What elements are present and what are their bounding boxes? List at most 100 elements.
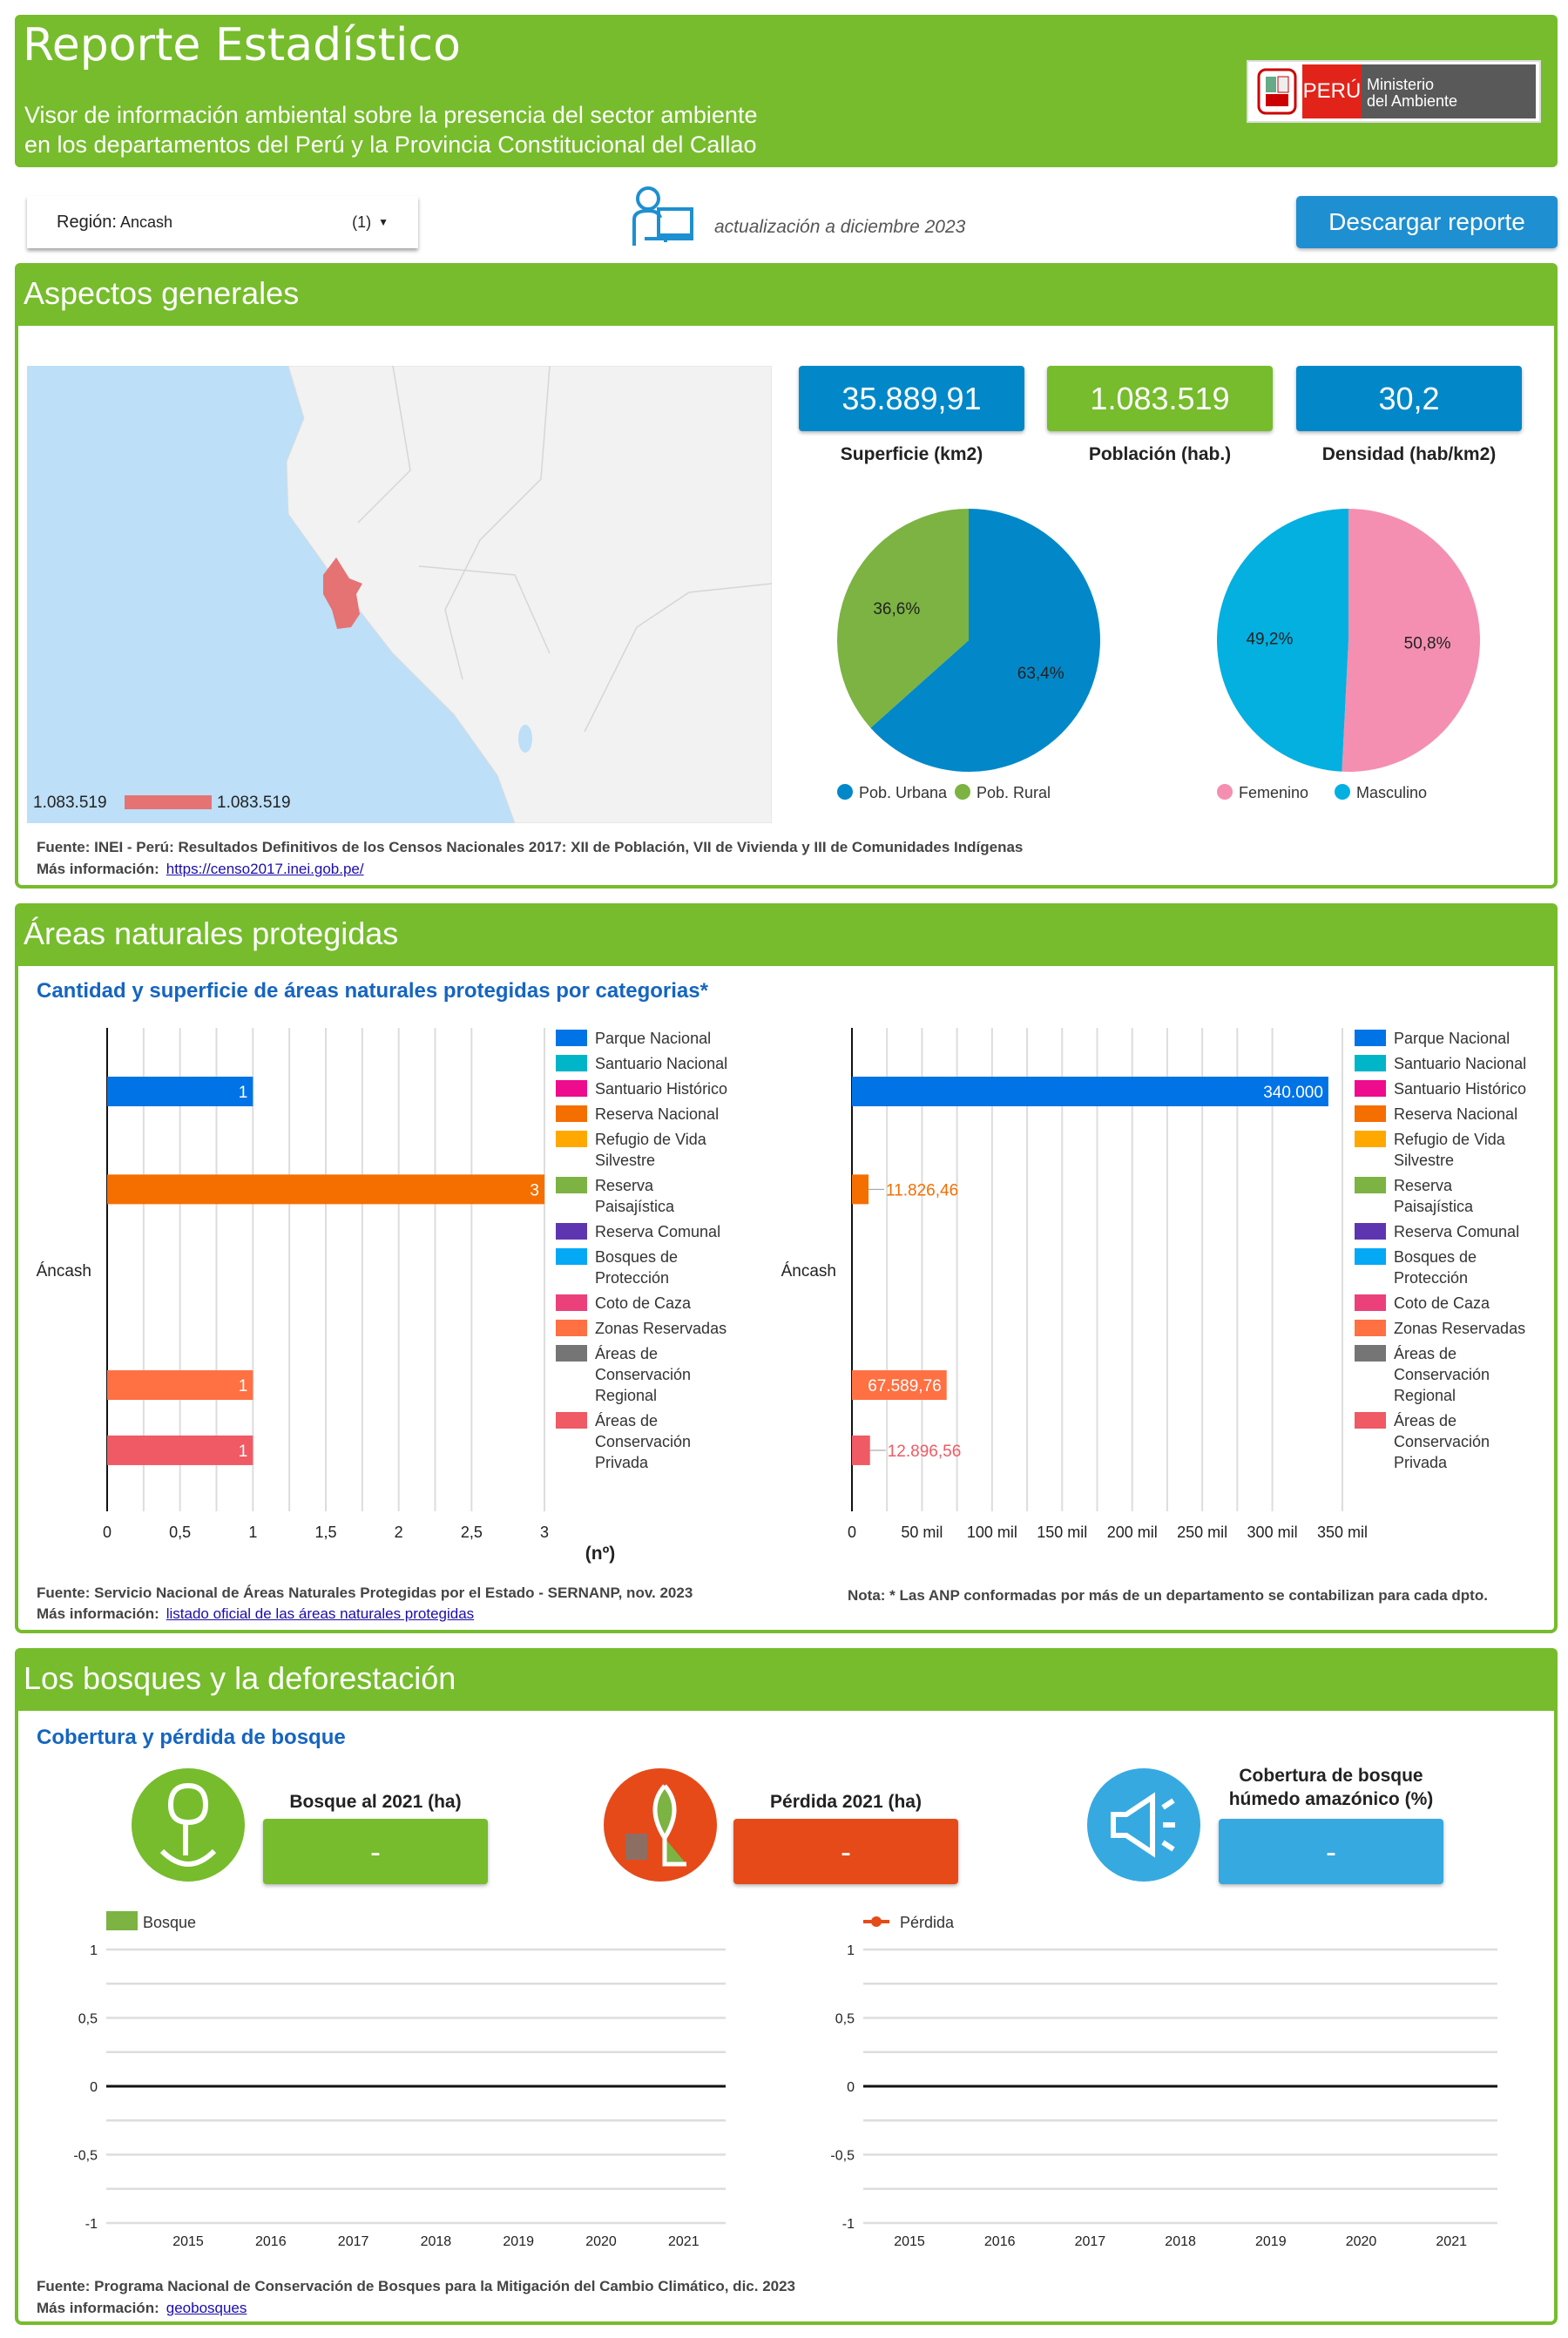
x-tick-label: 3 — [540, 1524, 549, 1541]
legend-label: Pob. Rural — [977, 784, 1051, 801]
legend-swatch — [556, 1320, 587, 1336]
legend-swatch — [1355, 1177, 1386, 1193]
x-tick-label: 250 mil — [1177, 1524, 1227, 1541]
x-tick-label: 50 mil — [901, 1524, 943, 1541]
chevron-down-icon: ▼ — [378, 216, 389, 228]
x-tick-label: 2015 — [172, 2234, 204, 2249]
x-tick-label: 2017 — [1075, 2234, 1106, 2249]
bar — [107, 1174, 544, 1205]
y-tick-label: 0 — [90, 2080, 98, 2095]
legend-dot — [837, 784, 853, 800]
logo-ministry: Ministerio del Ambiente — [1362, 64, 1536, 118]
general-section-title: Aspectos generales — [15, 263, 1558, 326]
region-map[interactable]: 1.083.519 1.083.519 — [27, 366, 772, 823]
legend-swatch — [1355, 1105, 1386, 1122]
forest-loss-chart: 1 0,5 0 -0,5 -1 2015 2016 2017 2018 2019 2020 2021 P… — [830, 1914, 1497, 2249]
legend-item: Reserva Nacional — [1355, 1104, 1533, 1125]
ancash-region[interactable] — [323, 557, 362, 629]
x-tick-label: 2,5 — [461, 1524, 483, 1541]
legend-item: Reserva Paisajística — [1355, 1175, 1533, 1217]
deforestation-icon — [604, 1768, 717, 1882]
forest-subtitle: Cobertura y pérdida de bosque — [37, 1726, 346, 1749]
legend-swatch — [556, 1131, 587, 1147]
anp-note: Nota: * Las ANP conformadas por más de u… — [848, 1587, 1488, 1604]
legend-item: Reserva Comunal — [556, 1221, 734, 1242]
census-link[interactable]: https://censo2017.inei.gob.pe/ — [166, 861, 364, 877]
legend-item: Coto de Caza — [1355, 1293, 1533, 1314]
region-label: Región: — [57, 212, 117, 232]
legend-item: Reserva Paisajística — [556, 1175, 734, 1217]
x-tick-label: 2020 — [1346, 2234, 1377, 2249]
region-dropdown[interactable]: Región: Ancash (1) ▼ — [27, 196, 418, 248]
legend-label: Masculino — [1356, 784, 1427, 801]
legend-item: Parque Nacional — [1355, 1028, 1533, 1049]
anp-count-bar-chart: 0 0,5 1 1,5 2 2,5 3 Áncash (nº) 1 3 1 1 — [37, 1028, 615, 1564]
pie-slice-label: 50,8% — [1404, 634, 1451, 652]
kpi-label: Población (hab.) — [1088, 444, 1232, 464]
category-label: Áncash — [781, 1262, 836, 1280]
legend-item: Santuario Histórico — [1355, 1078, 1533, 1099]
y-tick-label: 1 — [847, 1943, 855, 1958]
x-tick-label: 2017 — [338, 2234, 369, 2249]
bar-value-label: 12.896,56 — [888, 1443, 962, 1461]
legend-swatch — [106, 1911, 138, 1930]
y-tick-label: 0 — [847, 2080, 855, 2095]
x-tick-label: 150 mil — [1037, 1524, 1087, 1541]
user-computer-icon — [632, 186, 693, 246]
download-report-button[interactable]: Descargar reporte — [1296, 196, 1558, 248]
legend-label: Pob. Urbana — [859, 784, 948, 801]
x-tick-label: 0,5 — [169, 1524, 191, 1541]
forest-more-info: Más información: geobosques — [37, 2300, 247, 2316]
x-tick-label: 2015 — [894, 2234, 925, 2249]
anp-chart-title: Cantidad y superficie de áreas naturales… — [37, 979, 708, 1003]
x-tick-label: 2019 — [1255, 2234, 1287, 2249]
x-tick-label: 0 — [103, 1524, 112, 1541]
legend-swatch — [556, 1248, 587, 1265]
x-tick-label: 1,5 — [314, 1524, 336, 1541]
gender-pie-chart: 50,8% Femenino 49,2% Masculino — [1216, 509, 1480, 801]
legend-swatch — [1355, 1294, 1386, 1311]
x-axis-title: (nº) — [585, 1544, 615, 1564]
legend-swatch — [1355, 1223, 1386, 1240]
y-tick-label: -1 — [842, 2217, 855, 2232]
bar — [852, 1435, 870, 1465]
legend-label: Femenino — [1239, 784, 1308, 801]
pie-slice — [837, 509, 969, 728]
forest-kpi-label: Bosque al 2021 (ha) — [289, 1792, 462, 1812]
forest-section — [15, 1648, 1558, 2325]
legend-item: Santuario Nacional — [1355, 1053, 1533, 1074]
category-label: Áncash — [37, 1262, 91, 1280]
legend-swatch — [1355, 1345, 1386, 1362]
legend-swatch — [1355, 1055, 1386, 1071]
legend-label: Pérdida — [900, 1914, 955, 1931]
anp-list-link[interactable]: listado oficial de las áreas naturales p… — [166, 1605, 475, 1622]
legend-dot — [1217, 784, 1233, 800]
legend-swatch — [556, 1412, 587, 1429]
x-tick-label: 2019 — [503, 2234, 534, 2249]
region-value: Ancash — [119, 213, 172, 231]
x-tick-label: 2016 — [255, 2234, 287, 2249]
x-tick-label: 2016 — [984, 2234, 1016, 2249]
legend-item: Áreas de Conservación Privada — [1355, 1410, 1533, 1473]
legend-swatch — [1355, 1131, 1386, 1147]
legend-item: Áreas de Conservación Regional — [556, 1343, 734, 1406]
y-tick-label: -1 — [85, 2217, 98, 2232]
general-source: Fuente: INEI - Perú: Resultados Definiti… — [37, 839, 1024, 855]
x-tick-label: 300 mil — [1247, 1524, 1298, 1541]
legend-item: Áreas de Conservación Regional — [1355, 1343, 1533, 1406]
map-legend-max: 1.083.519 — [217, 794, 291, 812]
kpi-box: 30,2 — [1296, 366, 1522, 431]
legend-item: Coto de Caza — [556, 1293, 734, 1314]
anp-count-legend: Parque Nacional Santuario Nacional Santuar… — [556, 1028, 734, 1477]
geobosques-link[interactable]: geobosques — [166, 2300, 247, 2316]
page-subtitle-line-1: Visor de información ambiental sobre la … — [24, 102, 758, 128]
pie-slice-label: 49,2% — [1246, 631, 1293, 649]
y-tick-label: 0,5 — [78, 2012, 98, 2027]
legend-swatch — [1355, 1412, 1386, 1429]
tree-earth-icon — [132, 1768, 245, 1882]
x-tick-label: 100 mil — [967, 1524, 1017, 1541]
x-tick-label: 2021 — [1436, 2234, 1467, 2249]
kpi-box: 1.083.519 — [1047, 366, 1273, 431]
bar-value-label: 3 — [530, 1181, 539, 1199]
y-tick-label: 0,5 — [835, 2012, 855, 2027]
